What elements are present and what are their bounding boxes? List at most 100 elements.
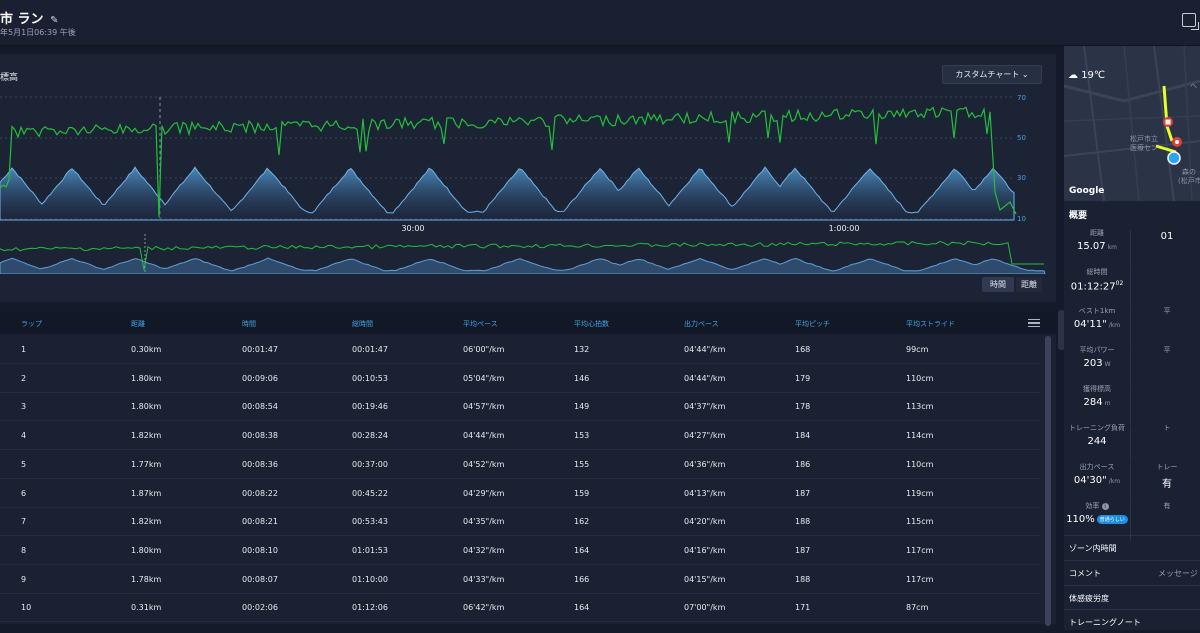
- cell-avg-stride: 110cm: [906, 459, 934, 469]
- stat-divider: [1130, 464, 1131, 502]
- cell-distance: 1.80km: [131, 402, 162, 412]
- stat-label-text: 効率: [1085, 502, 1100, 510]
- cell-avg-hr: 149: [574, 402, 590, 412]
- stat-item: トレー有: [1134, 462, 1200, 490]
- stat-item: 獲得標高 284 m: [1064, 384, 1130, 408]
- cell-avg-pace: 04'57"/km: [463, 402, 505, 412]
- cell-lap: 1: [21, 345, 27, 354]
- custom-chart-button[interactable]: カスタムチャート ⌄: [942, 65, 1042, 84]
- stat-label: 距離: [1064, 228, 1130, 238]
- info-icon[interactable]: i: [1101, 502, 1109, 510]
- table-row[interactable]: 1 0.30km 00:01:47 00:01:47 06'00"/km 132 04'44…: [0, 336, 1040, 364]
- cell-power-pace: 04'20"/km: [684, 517, 726, 527]
- cell-total-time: 00:19:46: [352, 402, 388, 412]
- cell-avg-stride: 119cm: [906, 488, 934, 498]
- laps-table: ラップ 距離 時間 総時間 平均ペース 平均心拍数 出力ペース 平均ピッチ 平均…: [0, 312, 1056, 626]
- cell-avg-cadence: 188: [795, 574, 811, 584]
- col-avg-cadence[interactable]: 平均ピッチ: [795, 320, 830, 328]
- cell-avg-pace: 06'42"/km: [463, 603, 505, 613]
- mode-distance-button[interactable]: 距離: [1016, 277, 1042, 292]
- stat-label-text: 有: [1163, 502, 1171, 510]
- table-row[interactable]: 8 1.80km 00:08:10 01:01:53 04'32"/km 164 04'16…: [0, 537, 1040, 565]
- sidebar-link[interactable]: トレーニングノート: [1064, 609, 1200, 633]
- overview-chart[interactable]: [0, 234, 1056, 274]
- summary-title: 概要: [1069, 211, 1088, 221]
- col-distance[interactable]: 距離: [131, 320, 145, 328]
- route-map[interactable]: 松戸市立 医療セン 森の (松戸市 へ ☁ 19℃ Google: [1064, 46, 1200, 201]
- stat-value-text: 110%: [1066, 514, 1095, 525]
- table-row[interactable]: 10 0.31km 00:02:06 01:12:06 06'42"/km 164 07'0…: [0, 594, 1040, 623]
- col-avg-pace[interactable]: 平均ペース: [463, 320, 498, 328]
- table-row[interactable]: 7 1.82km 00:08:21 00:53:43 04'35"/km 162 04'20…: [0, 508, 1040, 537]
- cell-power-pace: 04'27"/km: [684, 431, 726, 441]
- stat-value: 有: [1134, 475, 1200, 490]
- stat-item: トレーニング負荷 244: [1064, 423, 1130, 447]
- cell-avg-cadence: 171: [795, 603, 811, 613]
- table-row[interactable]: 5 1.77km 00:08:36 00:37:00 04'52"/km 155 04'36…: [0, 451, 1040, 479]
- sidebar-link[interactable]: ゾーン内時間: [1064, 535, 1200, 559]
- weather-temperature: ☁ 19℃: [1068, 70, 1105, 81]
- table-row[interactable]: 2 1.80km 00:09:06 00:10:53 05'04"/km 146 04'44…: [0, 365, 1040, 393]
- stat-divider: [1130, 269, 1131, 307]
- cell-avg-cadence: 188: [795, 517, 811, 527]
- stat-label-text: 出力ペース: [1079, 463, 1115, 471]
- panel-collapse-handle[interactable]: [1058, 310, 1065, 350]
- cell-avg-pace: 06'00"/km: [463, 345, 505, 354]
- table-row[interactable]: 3 1.80km 00:08:54 00:19:46 04'57"/km 149 04'37…: [0, 393, 1040, 422]
- y-tick-70: 70: [1017, 94, 1026, 102]
- col-lap[interactable]: ラップ: [21, 320, 42, 328]
- sidebar-link[interactable]: 体感疲労度: [1064, 584, 1200, 609]
- cell-time: 00:08:21: [242, 517, 278, 527]
- stat-divider: [1130, 347, 1131, 385]
- cell-avg-hr: 162: [574, 517, 590, 527]
- cell-time: 00:08:54: [242, 402, 278, 412]
- stat-value-text: 有: [1162, 479, 1172, 490]
- cell-distance: 1.77km: [131, 459, 162, 469]
- cell-total-time: 00:28:24: [352, 431, 388, 441]
- stat-value: 01:12:2702: [1064, 280, 1130, 292]
- export-icon[interactable]: [1182, 13, 1199, 30]
- cell-avg-pace: 04'32"/km: [463, 545, 505, 555]
- column-settings-icon[interactable]: [1028, 319, 1040, 327]
- stat-label-text: ベスト1km: [1078, 307, 1116, 315]
- col-avg-stride[interactable]: 平均ストライド: [906, 320, 955, 328]
- stat-item: 有: [1134, 501, 1200, 514]
- cell-total-time: 01:12:06: [352, 603, 388, 613]
- pencil-icon[interactable]: ✎: [50, 15, 59, 26]
- cell-total-time: 01:01:53: [352, 545, 388, 555]
- cell-time: 00:08:36: [242, 459, 278, 469]
- sidebar-link-label: 体感疲労度: [1069, 593, 1109, 603]
- cell-distance: 1.80km: [131, 545, 162, 555]
- weather-temperature-text: 19℃: [1081, 70, 1106, 81]
- stat-label-text: 平: [1163, 346, 1171, 354]
- main-chart[interactable]: [0, 92, 1056, 232]
- table-scrollbar-thumb[interactable]: [1045, 336, 1051, 626]
- cell-avg-pace: 05'04"/km: [463, 373, 505, 383]
- stat-unit: W: [1104, 361, 1111, 368]
- stat-label: 平: [1134, 345, 1200, 355]
- activity-title[interactable]: 市 ラン ✎: [0, 8, 58, 27]
- cell-avg-hr: 159: [574, 488, 590, 498]
- table-row[interactable]: 4 1.82km 00:08:38 00:28:24 04'44"/km 153 04'27…: [0, 422, 1040, 451]
- mode-time-button[interactable]: 時間: [982, 277, 1014, 292]
- col-avg-hr[interactable]: 平均心拍数: [574, 320, 609, 328]
- col-time[interactable]: 時間: [242, 320, 256, 328]
- sidebar-link[interactable]: コメント メッセージ: [1064, 559, 1200, 584]
- cell-total-time: 00:53:43: [352, 517, 388, 527]
- cell-power-pace: 04'37"/km: [684, 402, 726, 412]
- stat-label: 獲得標高: [1064, 384, 1130, 394]
- table-scrollbar[interactable]: [1045, 336, 1051, 626]
- stat-item: [1134, 267, 1200, 270]
- stat-label: ベスト1km: [1064, 306, 1130, 316]
- svg-text:へ: へ: [1190, 82, 1197, 90]
- table-row[interactable]: 6 1.87km 00:08:22 00:45:22 04'29"/km 159 04'13…: [0, 480, 1040, 508]
- table-row[interactable]: 9 1.78km 00:08:07 01:10:00 04'33"/km 166 04'15…: [0, 566, 1040, 594]
- cell-lap: 3: [21, 402, 27, 412]
- col-power-pace[interactable]: 出力ペース: [684, 320, 719, 328]
- cell-distance: 0.31km: [131, 603, 162, 613]
- stat-divider: [1130, 503, 1131, 541]
- cell-avg-stride: 99cm: [906, 345, 929, 354]
- stat-label: 平均パワー: [1064, 345, 1130, 355]
- col-total-time[interactable]: 総時間: [352, 320, 373, 328]
- stat-item: 平: [1134, 345, 1200, 358]
